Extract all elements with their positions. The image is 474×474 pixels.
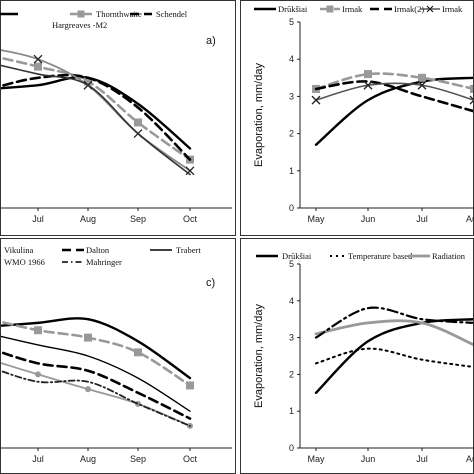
x-tick-label: Sep	[130, 214, 146, 224]
x-tick-label: May	[307, 214, 325, 224]
panel-frame	[0, 238, 236, 474]
x-tick-label: Jul	[32, 214, 44, 224]
y-axis-label: Evaporation, mm/day	[253, 63, 265, 167]
panel-label: c)	[206, 277, 215, 289]
legend-label: Vikulina	[4, 245, 33, 255]
y-tick-label: 4	[289, 296, 294, 306]
series-line-c-2	[1, 350, 192, 420]
data-point-cross	[311, 95, 321, 105]
data-point-square	[34, 62, 42, 71]
x-tick-label: Jul	[416, 214, 428, 224]
x-tick-label: Jun	[361, 214, 376, 224]
series-line-d-0	[314, 318, 473, 394]
data-point-square	[186, 381, 194, 390]
legend-label: Trabert	[176, 245, 201, 255]
x-tick-label: Jul	[32, 454, 44, 464]
legend-label: Drūkšiai	[278, 4, 308, 14]
legend-label: Irmak	[442, 4, 463, 14]
chart-panel-b: 0 1 2 3 4 5 May Jun Jul Aug Evaporation, mm/day Drū…	[240, 0, 474, 236]
series-line-b-1	[314, 72, 473, 91]
data-point-square	[134, 348, 142, 357]
series-line-c-3	[1, 335, 191, 412]
series-group	[1, 49, 195, 176]
data-point-square	[34, 326, 42, 335]
series-line-b-3	[315, 82, 473, 101]
legend-label: Dalton	[86, 245, 110, 255]
x-tick-label: Aug	[80, 454, 96, 464]
data-point-cross	[185, 166, 195, 176]
data-point-cross	[469, 95, 473, 105]
x-tick-label: May	[307, 454, 325, 464]
y-tick-label: 2	[289, 369, 294, 379]
data-point-cross	[417, 80, 427, 90]
y-tick-label: 1	[289, 166, 294, 176]
legend-label: Mahringer	[86, 257, 122, 267]
legend-label: Radiation	[432, 251, 466, 261]
data-point-square	[84, 77, 92, 86]
panel-label: a)	[206, 35, 216, 47]
legend-label: WMO 1966	[4, 257, 45, 267]
y-tick-label: 0	[289, 203, 294, 213]
series-line-c-1	[1, 320, 192, 387]
y-tick-label: 3	[289, 333, 294, 343]
x-tick-label: Oct	[183, 454, 198, 464]
data-point-dot	[85, 386, 91, 393]
panel-frame	[240, 0, 474, 236]
x-tick-label: Aug	[80, 214, 96, 224]
series-group	[311, 70, 473, 146]
chart-panel-c: Jul Aug Sep Oct c) Vikulina Dalton Trabert WMO 1…	[0, 238, 236, 474]
x-tick-label: Aug	[466, 454, 474, 464]
x-tick-label: Jun	[361, 454, 376, 464]
x-tick-label: Aug	[466, 214, 474, 224]
y-tick-label: 4	[289, 54, 294, 64]
legend-label: Temperature based	[348, 251, 413, 261]
legend-label: Irmak	[342, 4, 363, 14]
chart-panel-d: 0 1 2 3 4 5 May Jun Jul Aug Evaporation, mm/day Drū…	[240, 238, 474, 474]
x-tick-label: Sep	[130, 454, 146, 464]
y-tick-label: 5	[289, 17, 294, 27]
legend-marker	[426, 5, 434, 13]
series-line-a-4	[1, 64, 191, 176]
series-line-a-2	[1, 73, 192, 161]
series-line-d-3	[314, 306, 473, 339]
x-tick-label: Oct	[183, 214, 198, 224]
data-point-square	[418, 73, 426, 82]
legend-label: Thornthwaite	[96, 9, 142, 19]
legend-label: Irmak(2)	[394, 4, 424, 14]
legend-marker	[77, 10, 85, 18]
data-point-dot	[35, 371, 41, 378]
series-line-c-0	[1, 317, 192, 380]
series-line-a-0	[1, 75, 192, 150]
data-point-square	[134, 118, 142, 127]
series-line-b-2	[314, 80, 473, 113]
x-tick-label: Jul	[416, 454, 428, 464]
legend-label: Schendel	[156, 9, 188, 19]
data-point-cross	[363, 80, 373, 90]
chart-panel-a: Jul Aug Sep Oct a) Thornthwaite Schendel Hargre…	[0, 0, 236, 236]
y-axis-label: Evaporation, mm/day	[253, 304, 265, 408]
series-group	[1, 317, 194, 429]
data-point-square	[364, 70, 372, 79]
series-group	[314, 306, 473, 394]
y-tick-label: 3	[289, 91, 294, 101]
series-line-b-0	[314, 76, 473, 146]
legend-label: Hargreaves -M2	[52, 20, 107, 30]
data-point-square	[84, 333, 92, 342]
series-line-d-2	[314, 319, 473, 347]
y-tick-label: 1	[289, 406, 294, 416]
y-tick-label: 0	[289, 443, 294, 453]
legend-label: Drūkšiai	[282, 251, 312, 261]
y-tick-label: 5	[289, 259, 294, 269]
series-line-d-1	[315, 347, 473, 368]
data-point-cross	[33, 54, 43, 64]
series-line-c-5	[1, 369, 191, 427]
legend-marker	[326, 5, 334, 13]
data-point-square	[470, 84, 473, 93]
y-tick-label: 2	[289, 129, 294, 139]
panel-frame	[0, 0, 236, 236]
panel-frame	[240, 238, 474, 474]
